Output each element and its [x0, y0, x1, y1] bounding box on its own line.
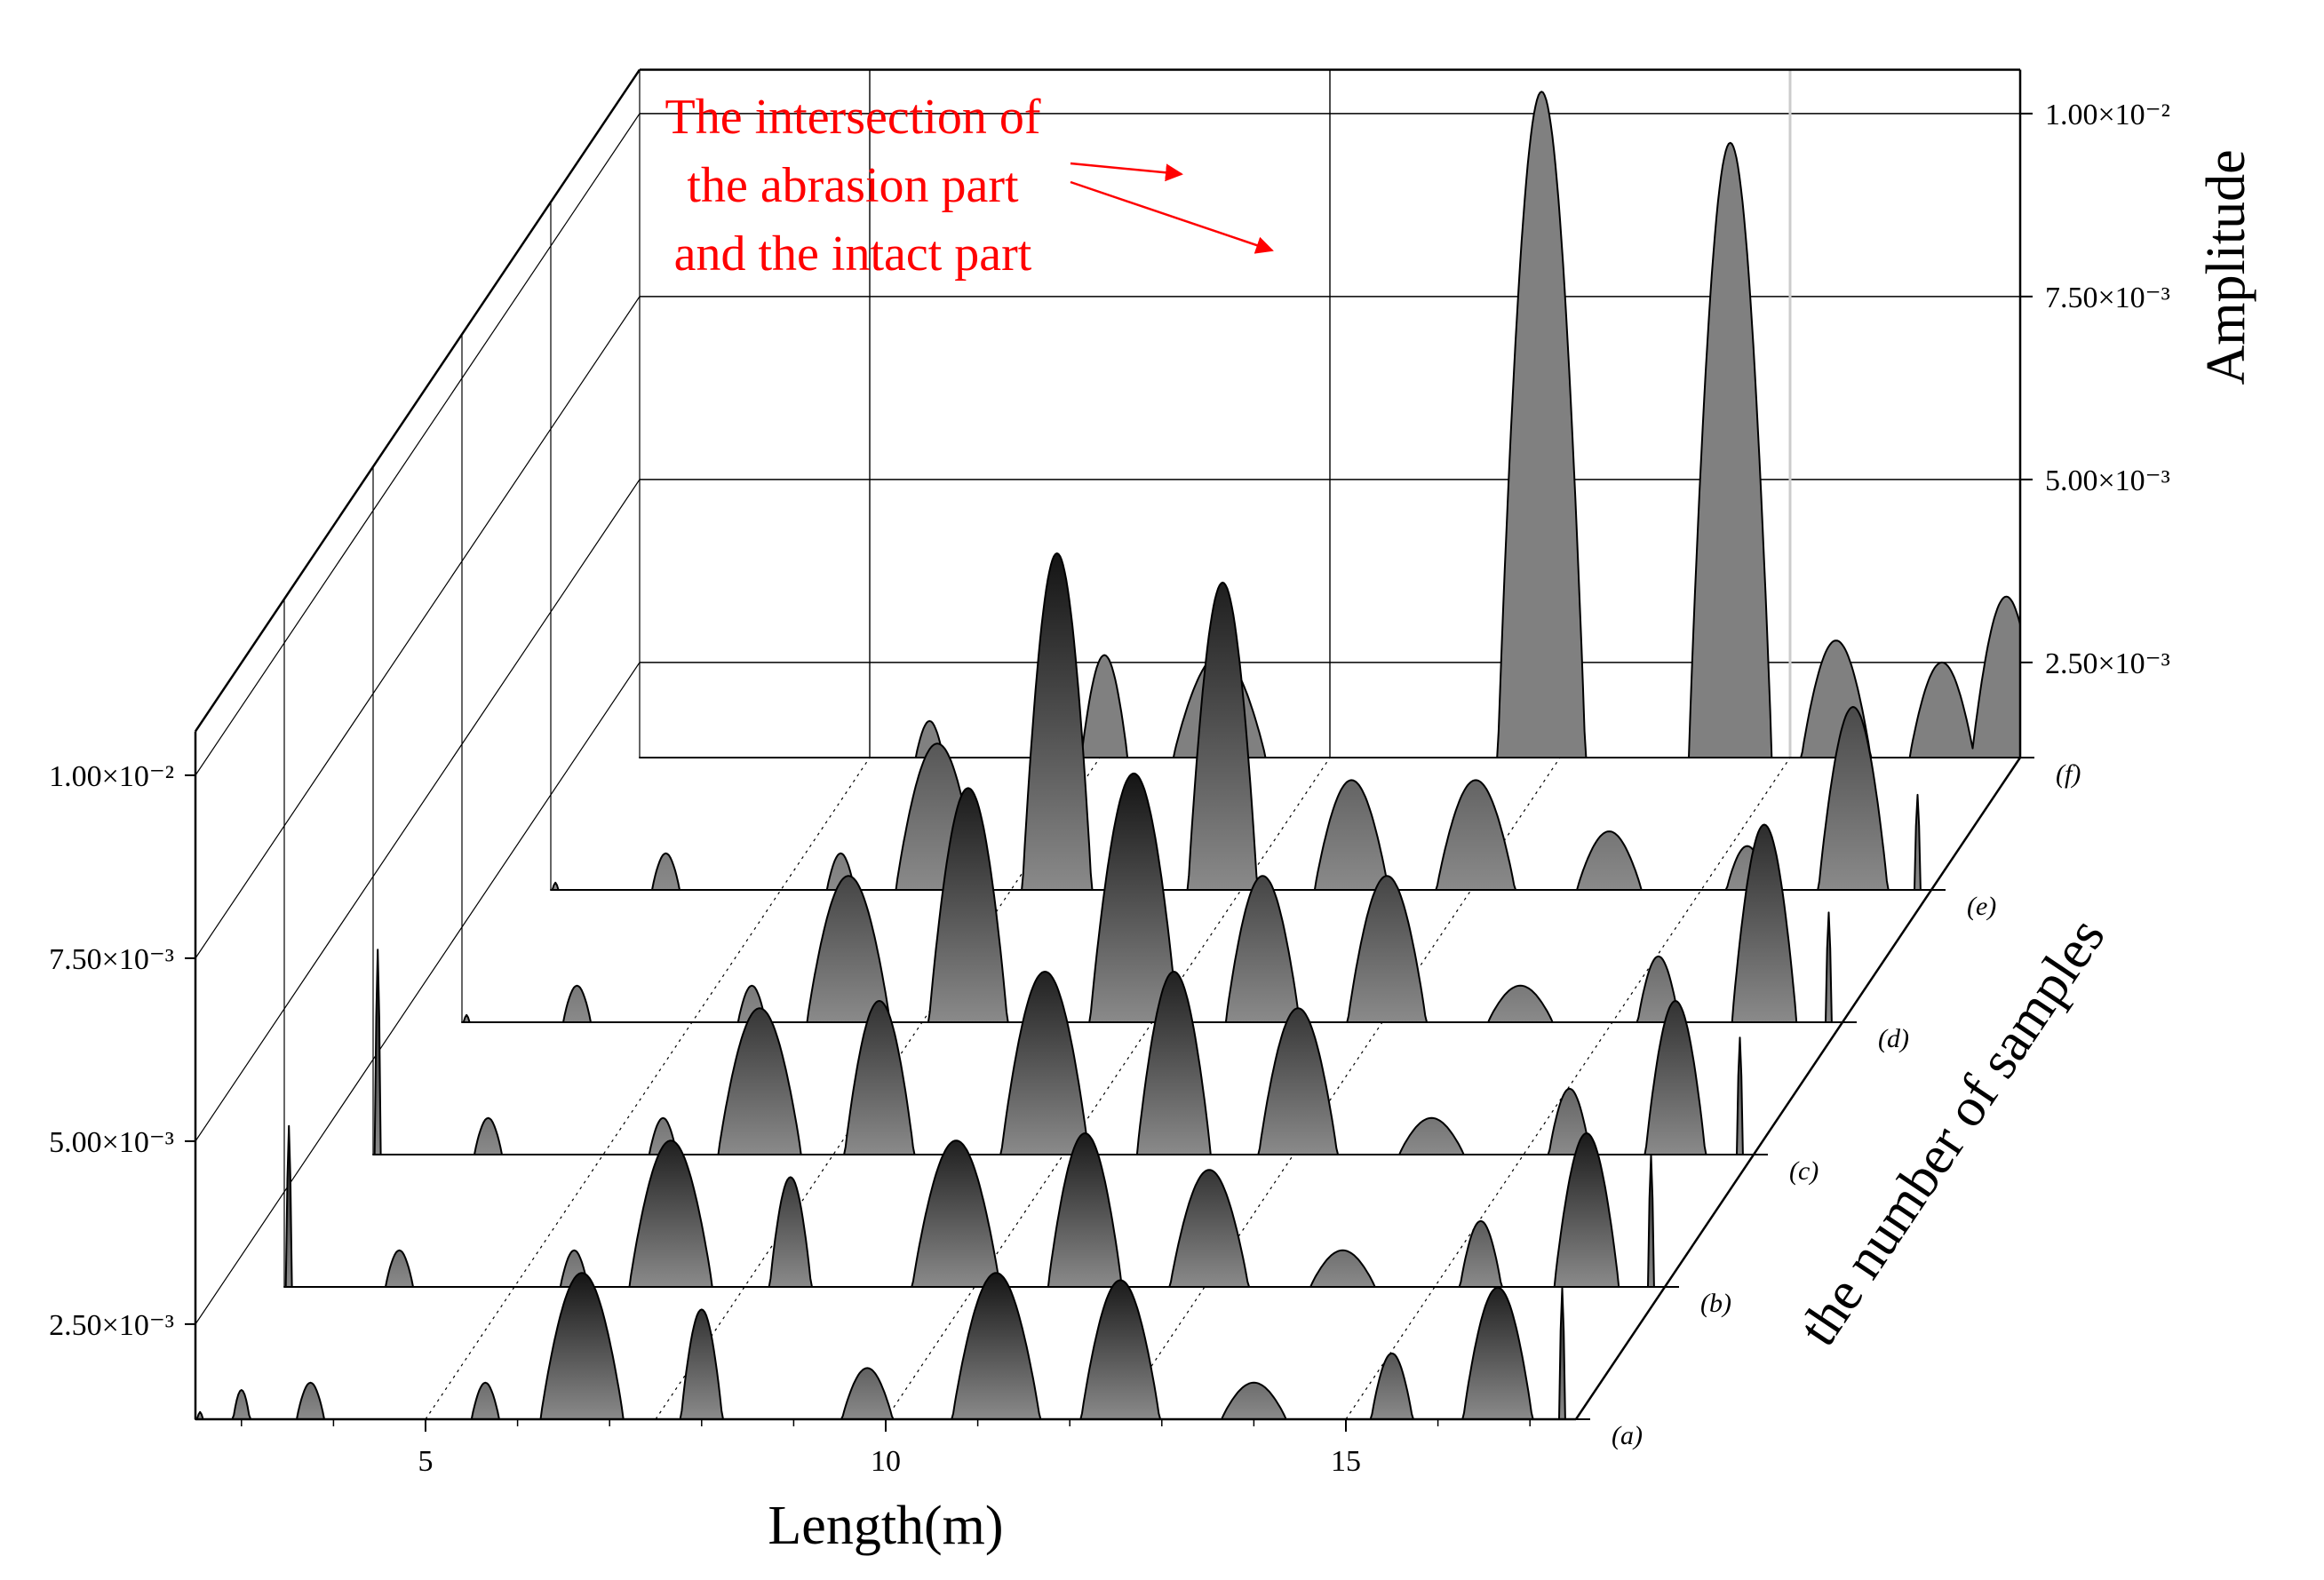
annotation-line: and the intact part — [674, 226, 1032, 282]
series-label: (b) — [1700, 1289, 1731, 1318]
annotation-line: the abrasion part — [687, 158, 1019, 213]
series-b — [283, 1124, 1666, 1288]
series-d — [461, 772, 1843, 1023]
annotation-layer: The intersection of the abrasion part and … — [665, 90, 1274, 282]
right-y-tick-label: 2.50×10⁻³ — [2045, 647, 2170, 680]
floor-gridline — [885, 757, 1331, 1420]
series-label: (a) — [1612, 1421, 1643, 1450]
floor-gridline — [1115, 757, 1561, 1420]
x-tick-label: 5 — [418, 1445, 434, 1478]
depth-axis-title: the number of samples — [1787, 908, 2116, 1356]
y-axis-title: Amplitude — [2196, 149, 2256, 385]
annotation-line: The intersection of — [665, 90, 1041, 145]
left-y-tick-label: 2.50×10⁻³ — [49, 1309, 174, 1342]
x-axis-title: Length(m) — [768, 1496, 1003, 1556]
x-tick-label: 10 — [871, 1445, 901, 1478]
annotation-arrow — [1070, 180, 1274, 254]
x-tick-label: 15 — [1331, 1445, 1361, 1478]
floor-gridline — [425, 757, 871, 1420]
series-label: (e) — [1967, 892, 1996, 921]
side-wall-gridline — [195, 113, 641, 776]
right-y-tick-label: 1.00×10⁻² — [2045, 99, 2170, 131]
right-y-tick-label: 5.00×10⁻³ — [2045, 464, 2170, 497]
series-f — [639, 91, 2021, 758]
depth-axis-line — [1574, 757, 2022, 1420]
series-layer — [195, 91, 2021, 1420]
left-y-tick-label: 1.00×10⁻² — [49, 760, 174, 793]
side-wall-gridline — [195, 479, 641, 1142]
side-wall-gridline — [195, 296, 641, 959]
series-e — [550, 552, 1932, 891]
series-ridge — [195, 1272, 1577, 1420]
annotation-arrow — [1070, 162, 1183, 182]
left-y-tick-label: 5.00×10⁻³ — [49, 1126, 174, 1159]
side-wall-gridline — [195, 662, 641, 1325]
right-y-tick-label: 7.50×10⁻³ — [2045, 282, 2170, 314]
frame-top-edge — [194, 68, 641, 733]
series-label: (f) — [2056, 759, 2081, 789]
series-a — [195, 1272, 1577, 1420]
series-label: (c) — [1789, 1156, 1819, 1186]
left-y-tick-label: 7.50×10⁻³ — [49, 943, 174, 976]
axis-frame — [185, 68, 2034, 1432]
series-ridge — [372, 949, 1755, 1155]
series-label: (d) — [1878, 1024, 1909, 1053]
series-ridge — [461, 772, 1843, 1023]
series-c — [372, 949, 1755, 1155]
